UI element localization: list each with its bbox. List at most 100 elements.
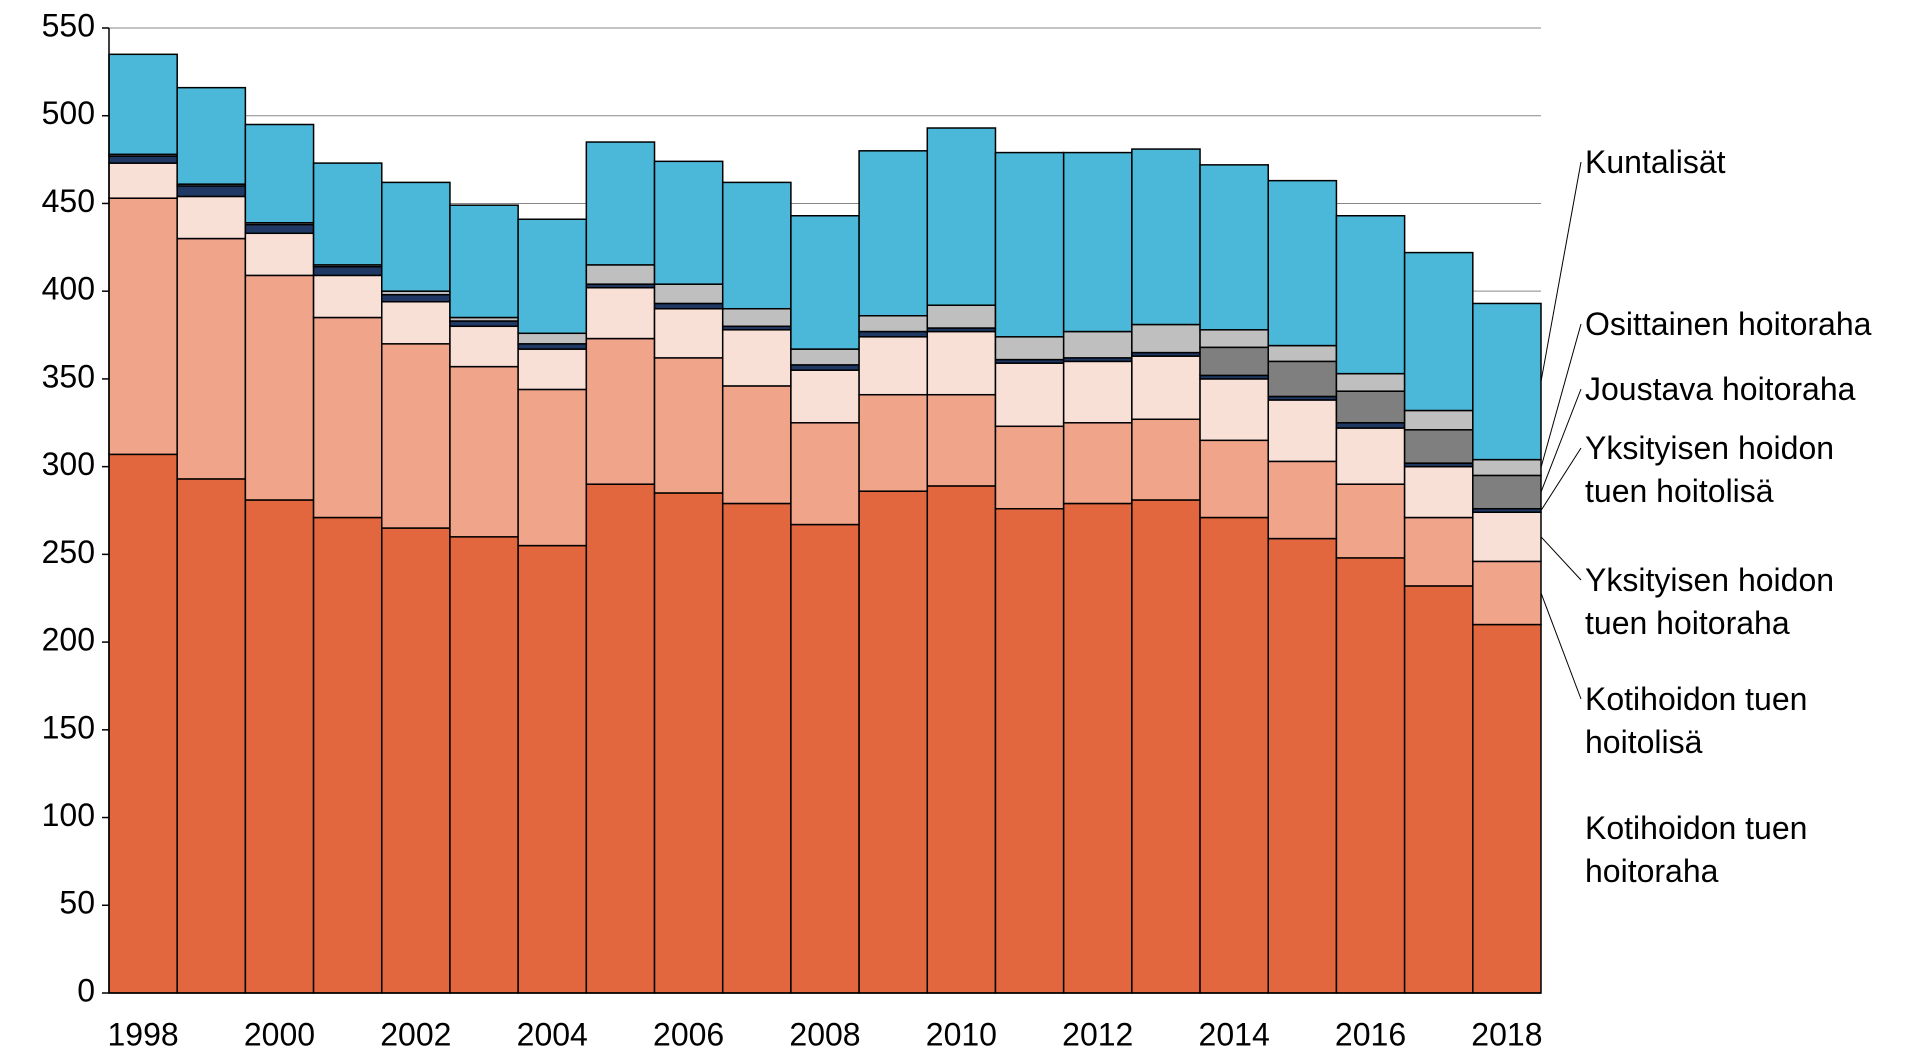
bar-segment — [653, 492, 724, 994]
bar-segment — [176, 86, 247, 185]
bar-segment — [244, 123, 315, 224]
bar-segment — [1062, 360, 1133, 424]
bar-segment — [1267, 399, 1338, 463]
bar-segment — [1062, 422, 1133, 505]
bar-segment — [176, 478, 247, 994]
bar-segment — [858, 490, 929, 994]
leader-line — [1540, 161, 1582, 382]
y-tick-label: 200 — [42, 622, 95, 658]
bar-segment — [1472, 474, 1542, 510]
bar-segment — [1472, 511, 1542, 563]
bar-segment — [1199, 164, 1269, 331]
bar-segment — [653, 160, 724, 285]
y-tick-label: 550 — [42, 7, 95, 43]
x-tick-label: 2018 — [1471, 1016, 1542, 1052]
bar-segment — [1472, 302, 1542, 461]
leader-line — [1540, 323, 1582, 468]
bar-segment — [381, 181, 451, 292]
bar-segment — [312, 162, 383, 266]
y-tick-label: 450 — [42, 183, 95, 219]
bar-segment — [1267, 537, 1338, 994]
bar-segment — [517, 544, 588, 994]
bar-segment — [585, 483, 656, 994]
bar-segment — [449, 204, 519, 319]
bar-segment — [1199, 378, 1269, 442]
bar-segment — [1403, 585, 1474, 994]
x-tick-label: 2000 — [244, 1016, 315, 1052]
bar-segment — [517, 348, 588, 391]
bar-segment — [994, 507, 1065, 994]
bar-segment — [790, 364, 860, 371]
y-tick-label: 300 — [42, 446, 95, 482]
bar-segment — [790, 348, 860, 366]
leader-line — [1540, 388, 1582, 493]
bar-segment — [858, 314, 929, 333]
bar-segment — [1335, 214, 1406, 375]
y-tick-label: 50 — [59, 885, 95, 921]
bar-segment — [721, 307, 792, 328]
bar-segment — [1131, 418, 1201, 501]
bar-segment — [1335, 483, 1406, 559]
bar-segment — [1199, 346, 1269, 377]
bar-segment — [176, 195, 247, 240]
x-tick-label: 2002 — [380, 1016, 451, 1052]
bar-segment — [1199, 329, 1269, 349]
y-tick-label: 0 — [77, 972, 95, 1008]
leader-line — [1540, 592, 1582, 700]
bar-segment — [653, 302, 724, 310]
bar-segment — [926, 485, 997, 994]
legend-label: Kotihoidon tuen hoitoraha — [1585, 810, 1808, 889]
bar-segment — [1131, 148, 1201, 326]
bar-segment — [517, 343, 588, 350]
bar-segment — [108, 453, 178, 994]
bar-segment — [994, 425, 1065, 510]
bar-segment — [721, 181, 792, 310]
bar-segment — [858, 330, 929, 338]
bar-segment — [108, 155, 178, 164]
bar-segment — [381, 293, 451, 303]
bar-segment — [653, 283, 724, 305]
bar-segment — [244, 232, 315, 277]
bar-segment — [858, 393, 929, 492]
legend-label: Kuntalisät — [1585, 144, 1726, 180]
bar-segment — [1267, 344, 1338, 363]
bar-segment — [858, 150, 929, 317]
y-tick-label: 100 — [42, 797, 95, 833]
bar-segment — [585, 337, 656, 485]
bar-segment — [312, 265, 383, 277]
legend-label: Yksityisen hoidon tuen hoitolisä — [1585, 430, 1835, 509]
bar-segment — [176, 185, 247, 198]
bar-segment — [653, 307, 724, 359]
legend-label: Kotihoidon tuen hoitolisä — [1585, 681, 1808, 760]
bar-segment — [1335, 372, 1406, 392]
bar-segment — [108, 162, 178, 199]
x-tick-label: 2012 — [1062, 1016, 1133, 1052]
bar-segment — [1267, 360, 1338, 398]
bar-segment — [1062, 330, 1133, 359]
bar-segment — [108, 53, 178, 156]
bar-segment — [449, 365, 519, 538]
y-tick-label: 350 — [42, 358, 95, 394]
bar-segment — [1131, 323, 1201, 354]
x-tick-label: 2004 — [517, 1016, 588, 1052]
bar-segment — [517, 388, 588, 547]
bar-segment — [585, 141, 656, 266]
bar-segment — [176, 237, 247, 480]
bar-segment — [1472, 623, 1542, 994]
bar-segment — [244, 274, 315, 501]
bar-segment — [585, 264, 656, 285]
bar-segment — [108, 197, 178, 456]
bar-segment — [381, 527, 451, 994]
bar-segment — [1335, 557, 1406, 994]
x-tick-label: 2014 — [1199, 1016, 1270, 1052]
bar-segment — [790, 369, 860, 424]
x-tick-label: 2016 — [1335, 1016, 1406, 1052]
y-tick-label: 150 — [42, 709, 95, 745]
bar-segment — [1403, 409, 1474, 431]
bar-segment — [381, 300, 451, 345]
y-tick-label: 500 — [42, 95, 95, 131]
bar-segment — [449, 320, 519, 328]
bar-segment — [721, 329, 792, 387]
